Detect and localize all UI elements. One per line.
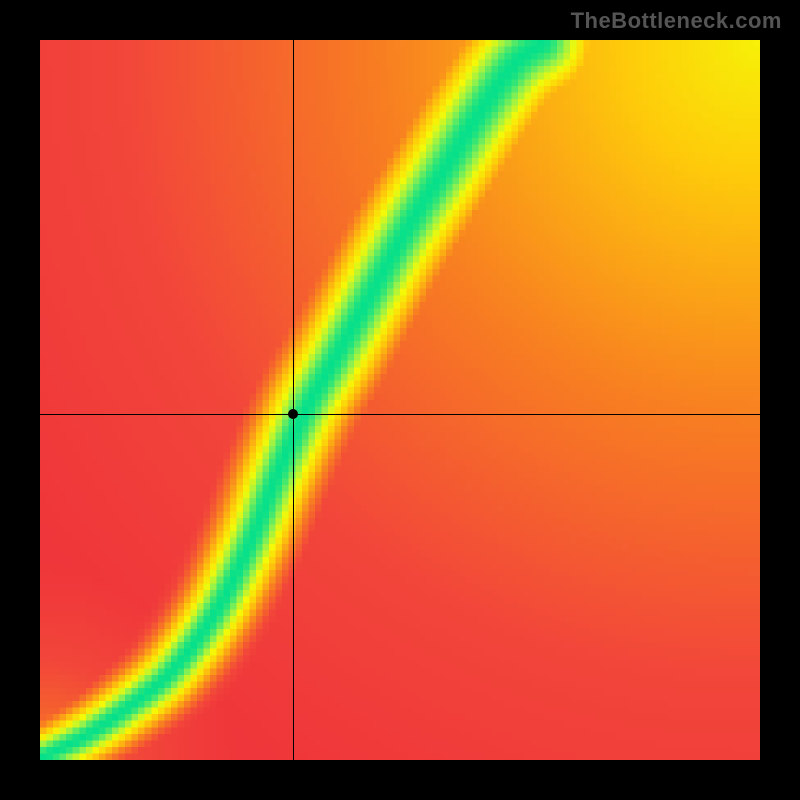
crosshair-vertical [293, 40, 294, 760]
heatmap-canvas [40, 40, 760, 760]
heatmap-plot-area [40, 40, 760, 760]
figure-container: TheBottleneck.com [0, 0, 800, 800]
watermark-text: TheBottleneck.com [571, 8, 782, 34]
crosshair-horizontal [40, 414, 760, 415]
crosshair-marker [288, 409, 298, 419]
